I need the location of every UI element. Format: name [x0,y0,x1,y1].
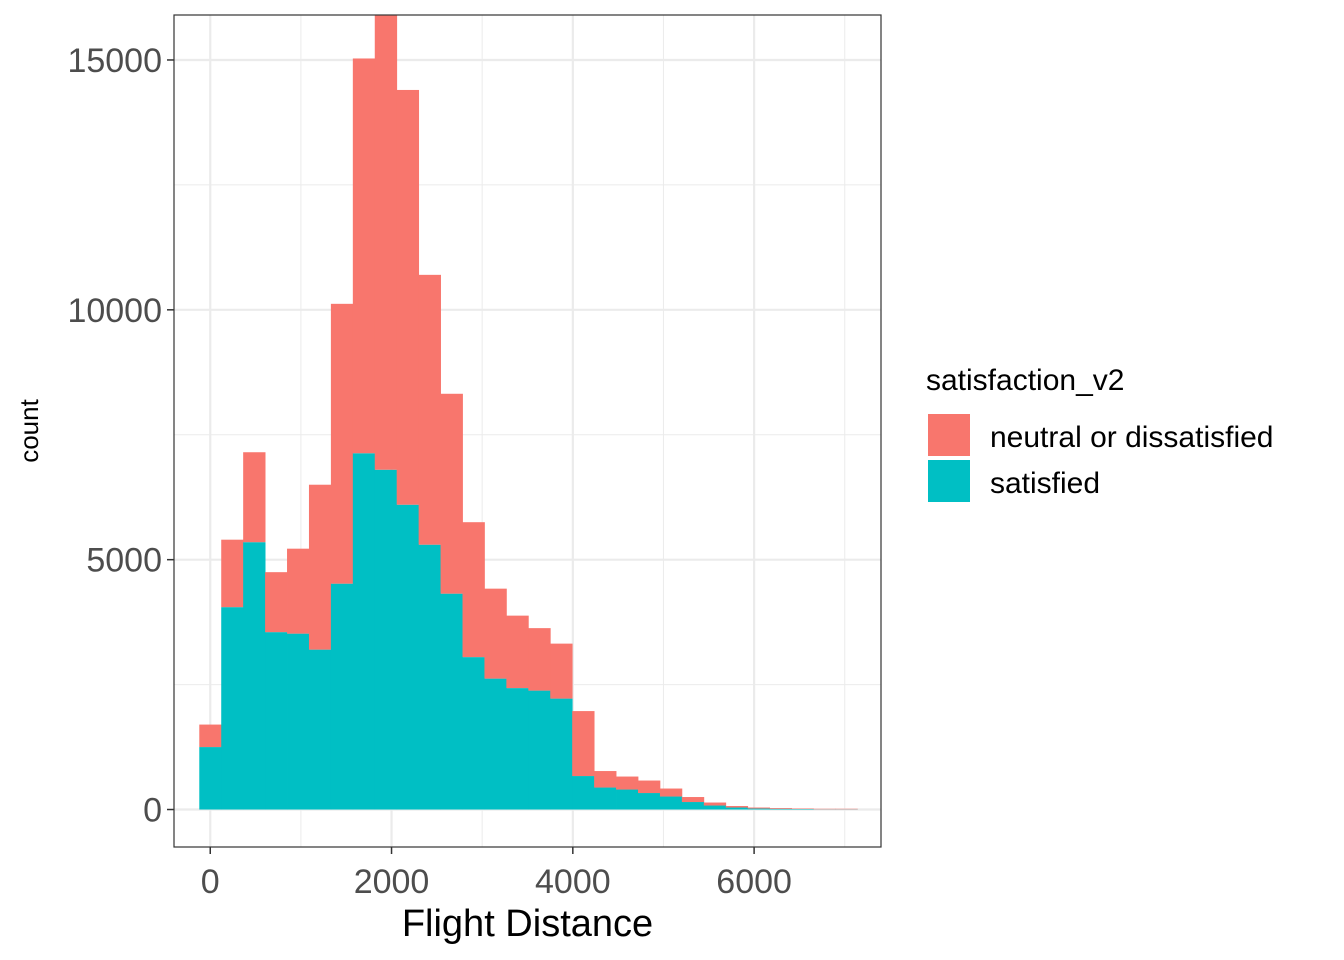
bar-neutral-or-dissatisfied [352,58,376,454]
bar-satisfied [265,632,288,810]
bar-neutral-or-dissatisfied [769,808,792,809]
y-tick-label: 0 [143,792,162,830]
legend-key-satisfied [928,460,970,502]
bar-neutral-or-dissatisfied [199,724,222,748]
bar-satisfied [747,808,771,810]
y-tick-label: 15000 [67,42,162,80]
bar-satisfied [243,542,266,810]
bar-satisfied [572,776,595,810]
legend-label-neutral-or-dissatisfied: neutral or dissatisfied [990,421,1273,454]
bar-satisfied [199,747,222,810]
bar-satisfied [506,688,529,810]
ticks-layer: 0 2000 4000 6000 0 5000 10000 15000 [67,42,791,901]
bar-satisfied [440,593,463,810]
bar-satisfied [396,504,420,810]
bar-neutral-or-dissatisfied [440,393,463,594]
legend-label-satisfied: satisfied [990,467,1100,500]
bar-satisfied [528,690,551,810]
bar-satisfied [594,787,617,810]
bar-neutral-or-dissatisfied [594,771,617,788]
bar-neutral-or-dissatisfied [265,572,288,633]
bar-satisfied [725,807,749,810]
bar-satisfied [330,583,354,810]
bar-satisfied [616,789,639,810]
bar-satisfied [769,808,792,810]
bar-satisfied [681,802,705,810]
bar-neutral-or-dissatisfied [330,303,354,584]
bar-satisfied [484,678,507,810]
bar-satisfied [418,544,441,810]
bar-neutral-or-dissatisfied [572,711,595,777]
y-axis-title: count [14,398,44,462]
bar-neutral-or-dissatisfied [659,788,683,797]
y-tick-label: 5000 [86,542,162,580]
legend-key-neutral-or-dissatisfied [928,414,970,456]
bar-satisfied [659,796,683,810]
bar-neutral-or-dissatisfied [725,806,749,808]
bar-neutral-or-dissatisfied [462,522,485,658]
bar-neutral-or-dissatisfied [681,797,705,803]
x-tick-label: 2000 [354,863,430,901]
bar-satisfied [703,805,727,810]
bar-neutral-or-dissatisfied [374,15,398,470]
bar-satisfied [287,633,310,810]
x-axis-title: Flight Distance [402,903,653,945]
bar-neutral-or-dissatisfied [418,274,441,545]
x-tick-label: 0 [201,863,220,901]
bar-neutral-or-dissatisfied [528,628,551,691]
bar-satisfied [637,793,661,810]
x-tick-label: 6000 [716,863,792,901]
bar-neutral-or-dissatisfied [616,776,639,790]
bar-satisfied [550,698,573,810]
y-tick-label: 10000 [67,292,162,330]
panel-border [173,14,882,848]
bar-neutral-or-dissatisfied [396,89,420,505]
bars-layer [199,15,858,810]
bar-satisfied [462,657,485,810]
bar-satisfied [221,607,244,810]
bar-neutral-or-dissatisfied [506,615,529,689]
bar-neutral-or-dissatisfied [484,588,507,679]
bar-neutral-or-dissatisfied [308,484,332,650]
bar-neutral-or-dissatisfied [550,643,573,699]
legend-title: satisfaction_v2 [926,364,1124,397]
bar-neutral-or-dissatisfied [221,539,244,608]
bar-neutral-or-dissatisfied [287,548,310,634]
x-tick-label: 4000 [535,863,611,901]
legend: satisfaction_v2 neutral or dissatisfied … [926,364,1273,502]
bar-satisfied [352,453,376,810]
bar-neutral-or-dissatisfied [747,807,771,809]
bar-neutral-or-dissatisfied [703,802,727,806]
bar-satisfied [308,649,332,810]
bar-satisfied [374,469,398,810]
bar-neutral-or-dissatisfied [637,780,661,794]
bar-neutral-or-dissatisfied [243,452,266,543]
